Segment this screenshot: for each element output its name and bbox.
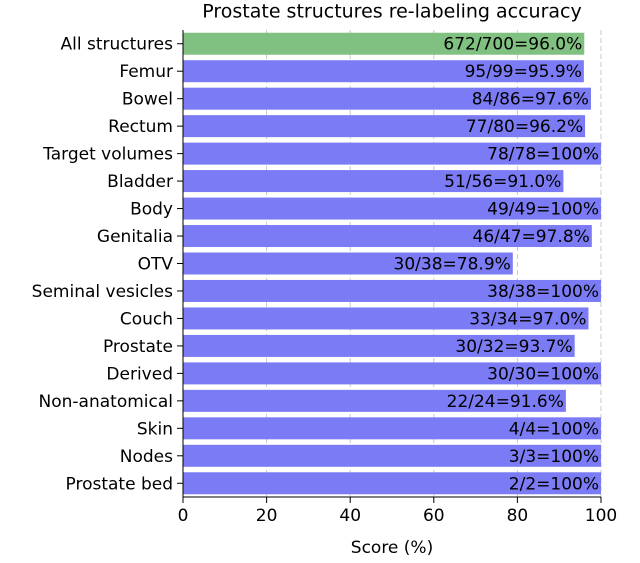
- value-label: 4/4=100%: [509, 419, 599, 439]
- y-tick-label: Couch: [120, 309, 173, 329]
- y-tick-label: Genitalia: [97, 227, 173, 247]
- bar: [183, 225, 592, 248]
- value-label: 3/3=100%: [509, 447, 599, 467]
- y-tick-label: Target volumes: [42, 145, 173, 165]
- bar: [183, 472, 601, 495]
- y-tick-label: Bowel: [122, 90, 173, 110]
- value-label: 672/700=96.0%: [443, 35, 582, 55]
- bar: [183, 389, 566, 412]
- value-label: 38/38=100%: [487, 282, 599, 302]
- bar: [183, 170, 564, 193]
- y-tick-label: Skin: [137, 419, 173, 439]
- x-axis-label: Score (%): [351, 538, 433, 558]
- bar: [183, 142, 601, 165]
- value-label: 51/56=91.0%: [444, 172, 561, 192]
- bar: [183, 279, 601, 302]
- y-tick-label: Prostate bed: [66, 474, 173, 494]
- value-label: 77/80=96.2%: [466, 117, 583, 137]
- x-tick-label: 0: [178, 506, 189, 526]
- y-tick-label: Derived: [106, 364, 173, 384]
- y-tick-label: Rectum: [108, 117, 173, 137]
- y-tick-label: Prostate: [103, 337, 173, 357]
- bar: [183, 115, 586, 138]
- value-label: 78/78=100%: [487, 145, 599, 165]
- x-tick-label: 60: [423, 506, 445, 526]
- bar: [183, 197, 601, 220]
- y-tick-label: OTV: [138, 255, 174, 275]
- bar: [183, 307, 589, 330]
- bar: [183, 334, 575, 357]
- bar: [183, 444, 601, 467]
- value-label: 46/47=97.8%: [473, 227, 590, 247]
- value-label: 49/49=100%: [487, 200, 599, 220]
- chart-title: Prostate structures re-labeling accuracy: [202, 1, 582, 23]
- value-label: 30/32=93.7%: [455, 337, 572, 357]
- value-label: 30/30=100%: [487, 364, 599, 384]
- x-tick-label: 80: [507, 506, 529, 526]
- bar: [183, 252, 513, 275]
- value-label: 22/24=91.6%: [447, 392, 564, 412]
- bar: [183, 417, 601, 440]
- x-tick-label: 100: [585, 506, 617, 526]
- x-tick-label: 40: [339, 506, 361, 526]
- value-label: 33/34=97.0%: [469, 309, 586, 329]
- y-tick-label: Seminal vesicles: [32, 282, 173, 302]
- y-tick-label: Bladder: [107, 172, 173, 192]
- bar: [183, 60, 584, 83]
- value-label: 2/2=100%: [509, 474, 599, 494]
- value-label: 84/86=97.6%: [472, 90, 589, 110]
- bar: [183, 362, 601, 385]
- y-tick-label: Femur: [119, 62, 173, 82]
- y-tick-label: Nodes: [120, 447, 173, 467]
- y-tick-label: Body: [130, 200, 173, 220]
- value-label: 30/38=78.9%: [394, 255, 511, 275]
- y-tick-label: Non-anatomical: [39, 392, 173, 412]
- y-tick-label: All structures: [61, 35, 174, 55]
- value-label: 95/99=95.9%: [465, 62, 582, 82]
- bar: [183, 32, 585, 55]
- bar: [183, 87, 591, 110]
- x-tick-label: 20: [256, 506, 278, 526]
